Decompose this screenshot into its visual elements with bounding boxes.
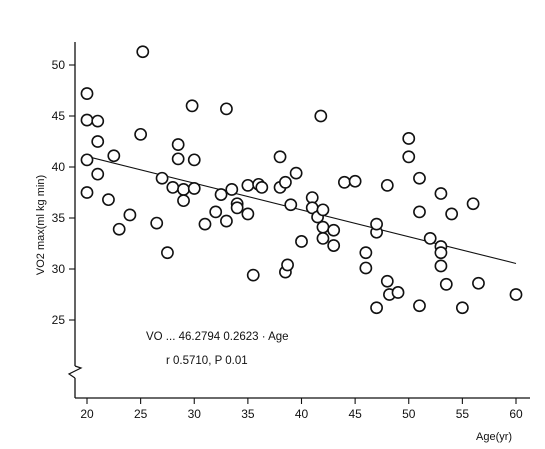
data-point [187, 182, 201, 195]
y-tick-label: 25 [52, 313, 66, 327]
data-point [91, 114, 105, 128]
y-tick-label: 50 [52, 58, 66, 72]
data-point [380, 274, 394, 288]
data-point [327, 223, 341, 237]
data-point [434, 187, 448, 200]
data-point [439, 277, 453, 291]
data-point [171, 152, 185, 166]
data-point [472, 276, 485, 290]
data-point [423, 231, 437, 245]
data-point [284, 198, 298, 212]
data-point [102, 193, 115, 207]
data-point [279, 175, 292, 189]
y-axis-label: VO2 max(ml kg min) [35, 175, 47, 275]
data-point [107, 149, 121, 163]
data-point [413, 171, 426, 185]
data-point [230, 201, 244, 215]
data-point [123, 208, 137, 222]
data-point [509, 288, 523, 301]
y-tick-label: 40 [52, 160, 66, 174]
data-point [241, 178, 255, 192]
data-point [80, 153, 94, 167]
data-point [220, 102, 233, 116]
y-ticks: 25 30 35 40 45 50 [52, 58, 75, 327]
data-point [413, 205, 426, 219]
x-tick-label: 20 [80, 407, 94, 421]
data-point [289, 166, 303, 180]
data-point [166, 180, 180, 194]
data-point [434, 246, 448, 260]
data-point [255, 180, 269, 194]
data-point [413, 299, 426, 313]
data-point [185, 99, 199, 113]
data-point [171, 138, 185, 151]
regression-equation: VO ... 46.2794 0.2623 · Age [146, 331, 289, 343]
data-point [273, 150, 287, 164]
data-point [359, 246, 373, 260]
x-tick-label: 40 [295, 407, 309, 421]
y-tick-label: 30 [52, 262, 66, 276]
data-points [80, 45, 523, 315]
data-point [177, 194, 190, 208]
y-tick-label: 35 [52, 211, 66, 225]
data-point [241, 207, 255, 221]
data-point [80, 186, 94, 199]
data-point [466, 197, 480, 211]
y-tick-label: 45 [52, 109, 66, 123]
x-axis-label: Age(yr) [476, 431, 512, 443]
data-point [380, 178, 394, 192]
data-point [225, 183, 239, 196]
x-tick-label: 45 [348, 407, 362, 421]
data-point [445, 207, 459, 221]
x-tick-label: 50 [402, 407, 416, 421]
data-point [91, 135, 105, 148]
data-point [150, 216, 164, 230]
data-point [155, 171, 169, 185]
correlation-annotation: r 0.5710, P 0.01 [166, 355, 248, 367]
data-point [220, 214, 233, 228]
x-tick-label: 25 [134, 407, 148, 421]
data-point [402, 150, 416, 164]
data-point [455, 301, 469, 315]
data-point [316, 220, 330, 234]
data-point [161, 246, 174, 260]
data-point [80, 113, 94, 127]
data-point [136, 45, 150, 59]
data-point [359, 261, 373, 275]
y-axis-break [67, 365, 83, 379]
data-point [295, 235, 308, 248]
data-point [391, 286, 405, 299]
data-point [370, 301, 383, 315]
data-point [348, 174, 362, 188]
data-point [316, 231, 330, 245]
data-point [370, 217, 383, 231]
axes [67, 42, 530, 399]
data-point [246, 268, 260, 282]
data-point [91, 167, 105, 181]
data-point [214, 188, 228, 201]
data-point [327, 239, 341, 252]
data-point [209, 205, 223, 219]
data-point [314, 109, 328, 123]
data-point [198, 217, 212, 231]
data-point [187, 153, 201, 167]
data-point [316, 203, 330, 217]
x-tick-label: 35 [241, 407, 255, 421]
x-tick-label: 60 [509, 407, 523, 421]
data-point [337, 175, 351, 189]
data-point [402, 132, 416, 145]
data-point [177, 183, 190, 196]
x-tick-label: 30 [188, 407, 202, 421]
x-tick-label: 55 [456, 407, 470, 421]
data-point [112, 222, 126, 236]
data-point [281, 258, 294, 272]
x-ticks: 20 25 30 35 40 45 50 55 60 [80, 398, 523, 421]
data-point [134, 127, 148, 141]
data-point [80, 87, 94, 100]
data-point [434, 259, 448, 273]
